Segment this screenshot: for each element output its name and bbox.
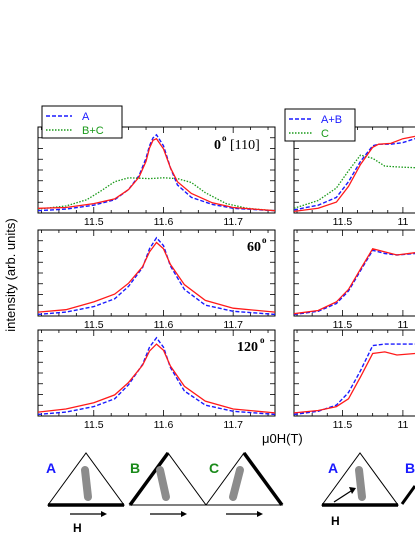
diagram-a-rod	[81, 466, 92, 501]
x-axis-label-text: μ0H(T)	[262, 431, 303, 446]
panel-0-angle: 0	[214, 138, 221, 153]
panel-left-120deg: 11.5 11.6 11.7	[37, 329, 276, 431]
panel-label-60deg: 60 o	[247, 235, 267, 255]
series-line-measured	[38, 236, 275, 316]
x-tick-label: 11.5	[333, 419, 353, 431]
x-tick-label: 11.5	[84, 419, 104, 431]
diagram-a2-arrowhead	[349, 487, 356, 494]
x-tick-label: 11	[397, 319, 408, 331]
legend-left-label-bc: B+C	[82, 125, 104, 137]
panel-120-degree: o	[260, 335, 265, 345]
panel-left-60deg: 11.5 11.6 11.7	[37, 229, 276, 331]
diagram-a: A H	[46, 452, 125, 535]
x-tick-label: 11.5	[333, 216, 353, 228]
diagram-b-rotated: B	[400, 460, 415, 505]
x-tick-label: 11.6	[154, 419, 174, 431]
panel-60-angle: 60	[247, 240, 261, 255]
legend-right-label-c: C	[321, 128, 329, 140]
x-tick-label: 11.5	[84, 319, 104, 331]
panel-frame	[293, 329, 415, 417]
diagram-c-rod	[229, 466, 244, 501]
series-line-measured	[294, 249, 415, 316]
x-tick-label: 11.7	[223, 419, 243, 431]
panel-label-0deg: 0 o	[214, 133, 227, 153]
y-axis-label: intensity (arb. units)	[3, 218, 18, 331]
series-line-c	[294, 154, 415, 209]
diagram-c-arrowhead	[257, 511, 263, 517]
panel-right-120deg: 11.5 11	[293, 329, 415, 431]
series-line-measured	[294, 351, 415, 414]
x-tick-label: 11.5	[84, 216, 104, 228]
diagram-b-arrowhead	[181, 511, 187, 517]
panel-frame	[293, 229, 415, 317]
panel-0-degree: o	[222, 133, 227, 143]
diagram-a2-rod	[355, 466, 366, 501]
series-line-measured	[294, 135, 415, 213]
series-line-measured	[38, 137, 275, 212]
x-tick-label: 11	[397, 419, 408, 431]
diagram-a-arrowhead	[101, 511, 107, 517]
diagram-b2-label: B	[405, 460, 415, 476]
x-tick-label: 11.5	[333, 319, 353, 331]
x-tick-label: 11.6	[154, 319, 174, 331]
x-tick-label: 11.7	[223, 319, 243, 331]
series-line-measured	[38, 336, 275, 416]
orientation-diagrams: A H B C A	[46, 451, 415, 535]
diagram-b-edge	[128, 451, 170, 507]
series-line-a	[38, 133, 275, 212]
panel-120-angle: 120	[237, 340, 258, 355]
panel-0-direction: [110]	[230, 138, 260, 153]
diagram-a2-h-label: H	[331, 514, 340, 528]
legend-right: A+B C	[284, 108, 356, 142]
diagram-b-label: B	[130, 460, 140, 476]
panel-60-degree: o	[262, 235, 267, 245]
series-line-measured	[294, 248, 415, 315]
panel-right-0deg: 11.5 11	[293, 126, 415, 228]
diagram-a-rotated: A H	[321, 452, 399, 528]
diagram-c: C	[205, 451, 284, 517]
legend-right-label-ab: A+B	[321, 114, 342, 126]
series-line-a-plus-b	[294, 138, 415, 211]
legend-left-box	[41, 105, 123, 139]
diagram-a-h-label: H	[73, 521, 82, 535]
diagram-b: B	[128, 451, 207, 517]
series-line-b-plus-c	[38, 177, 275, 212]
diagram-c-label: C	[209, 460, 219, 476]
diagram-a-label: A	[46, 460, 56, 476]
series-line-measured	[38, 343, 275, 414]
diagram-b2-edge	[400, 485, 415, 505]
x-tick-label: 11	[397, 216, 408, 228]
x-tick-label: 11.7	[223, 216, 243, 228]
diagram-c-edge	[242, 451, 284, 507]
legend-left: A B+C	[41, 105, 123, 139]
series-line-measured	[38, 241, 275, 313]
legend-right-box	[284, 108, 356, 142]
diagram-b-rod	[156, 466, 170, 501]
x-axis-label: μ0H(T)	[262, 431, 303, 446]
panel-label-120deg: 120 o	[237, 335, 265, 355]
legend-left-label-a: A	[82, 111, 90, 123]
diagram-a2-field-arrow	[333, 490, 352, 503]
x-tick-label: 11.6	[154, 216, 174, 228]
panel-right-60deg: 11.5 11	[293, 229, 415, 331]
diagram-a2-label: A	[328, 460, 338, 476]
